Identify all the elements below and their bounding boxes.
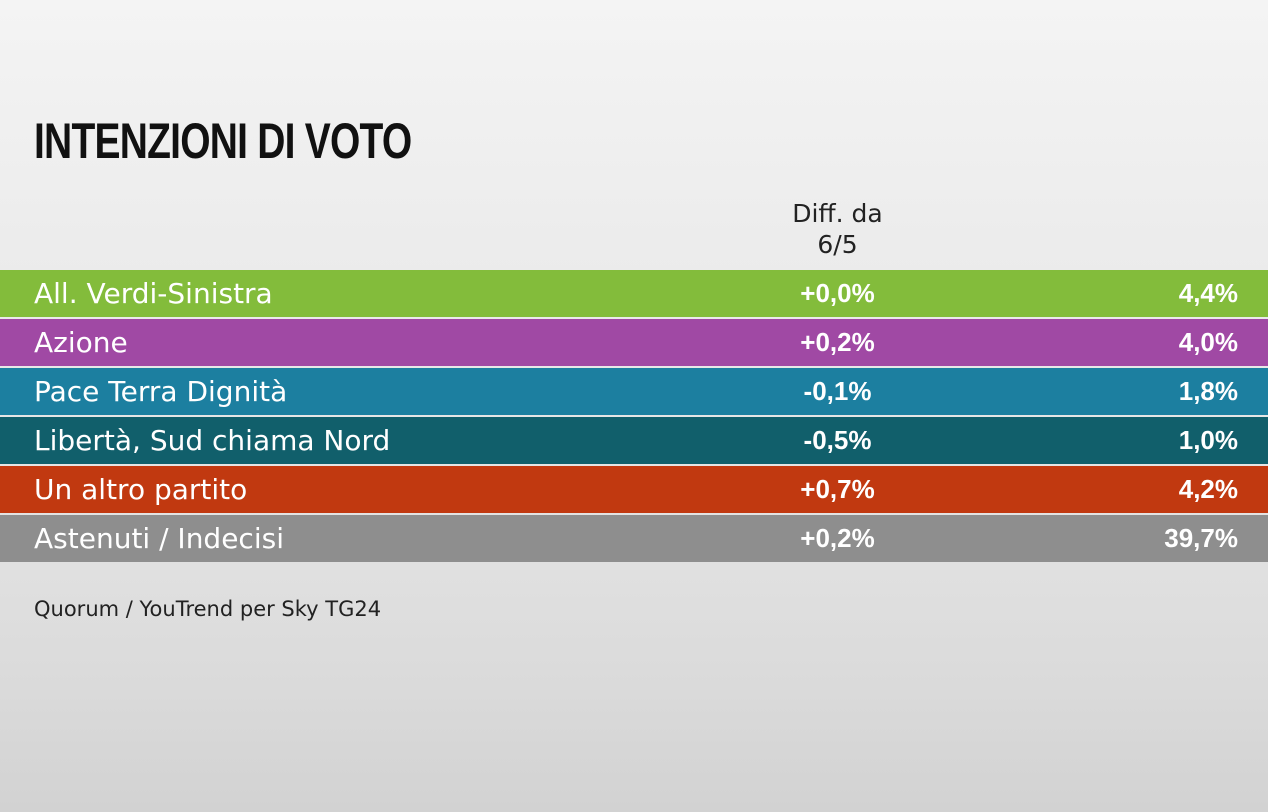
- party-value: 4,4%: [1178, 278, 1238, 308]
- diff-column-header: Diff. da 6/5: [770, 198, 905, 260]
- party-rows: All. Verdi-Sinistra +0,0% 4,4% Azione +0…: [0, 270, 1268, 564]
- party-row: All. Verdi-Sinistra +0,0% 4,4%: [0, 270, 1268, 317]
- party-diff: -0,1%: [803, 376, 872, 406]
- party-diff: +0,7%: [800, 474, 875, 504]
- party-name: Pace Terra Dignità: [34, 375, 288, 408]
- party-name: All. Verdi-Sinistra: [34, 277, 273, 310]
- source-credit: Quorum / YouTrend per Sky TG24: [34, 597, 382, 621]
- party-row: Azione +0,2% 4,0%: [0, 319, 1268, 366]
- party-row: Astenuti / Indecisi +0,2% 39,7%: [0, 515, 1268, 562]
- diff-header-line2: 6/5: [817, 230, 858, 259]
- party-row: Libertà, Sud chiama Nord -0,5% 1,0%: [0, 417, 1268, 464]
- party-name: Astenuti / Indecisi: [34, 522, 284, 555]
- party-value: 1,8%: [1178, 376, 1238, 406]
- party-value: 39,7%: [1164, 523, 1238, 553]
- chart-title: INTENZIONI DI VOTO: [34, 113, 412, 169]
- party-name: Azione: [34, 326, 128, 359]
- party-row: Pace Terra Dignità -0,1% 1,8%: [0, 368, 1268, 415]
- party-diff: +0,0%: [800, 278, 875, 308]
- party-value: 4,0%: [1178, 327, 1238, 357]
- party-value: 1,0%: [1178, 425, 1238, 455]
- party-row: Un altro partito +0,7% 4,2%: [0, 466, 1268, 513]
- party-diff: +0,2%: [800, 523, 875, 553]
- diff-header-line1: Diff. da: [792, 199, 883, 228]
- party-name: Libertà, Sud chiama Nord: [34, 424, 391, 457]
- party-name: Un altro partito: [34, 473, 248, 506]
- party-diff: -0,5%: [803, 425, 872, 455]
- party-value: 4,2%: [1178, 474, 1238, 504]
- party-diff: +0,2%: [800, 327, 875, 357]
